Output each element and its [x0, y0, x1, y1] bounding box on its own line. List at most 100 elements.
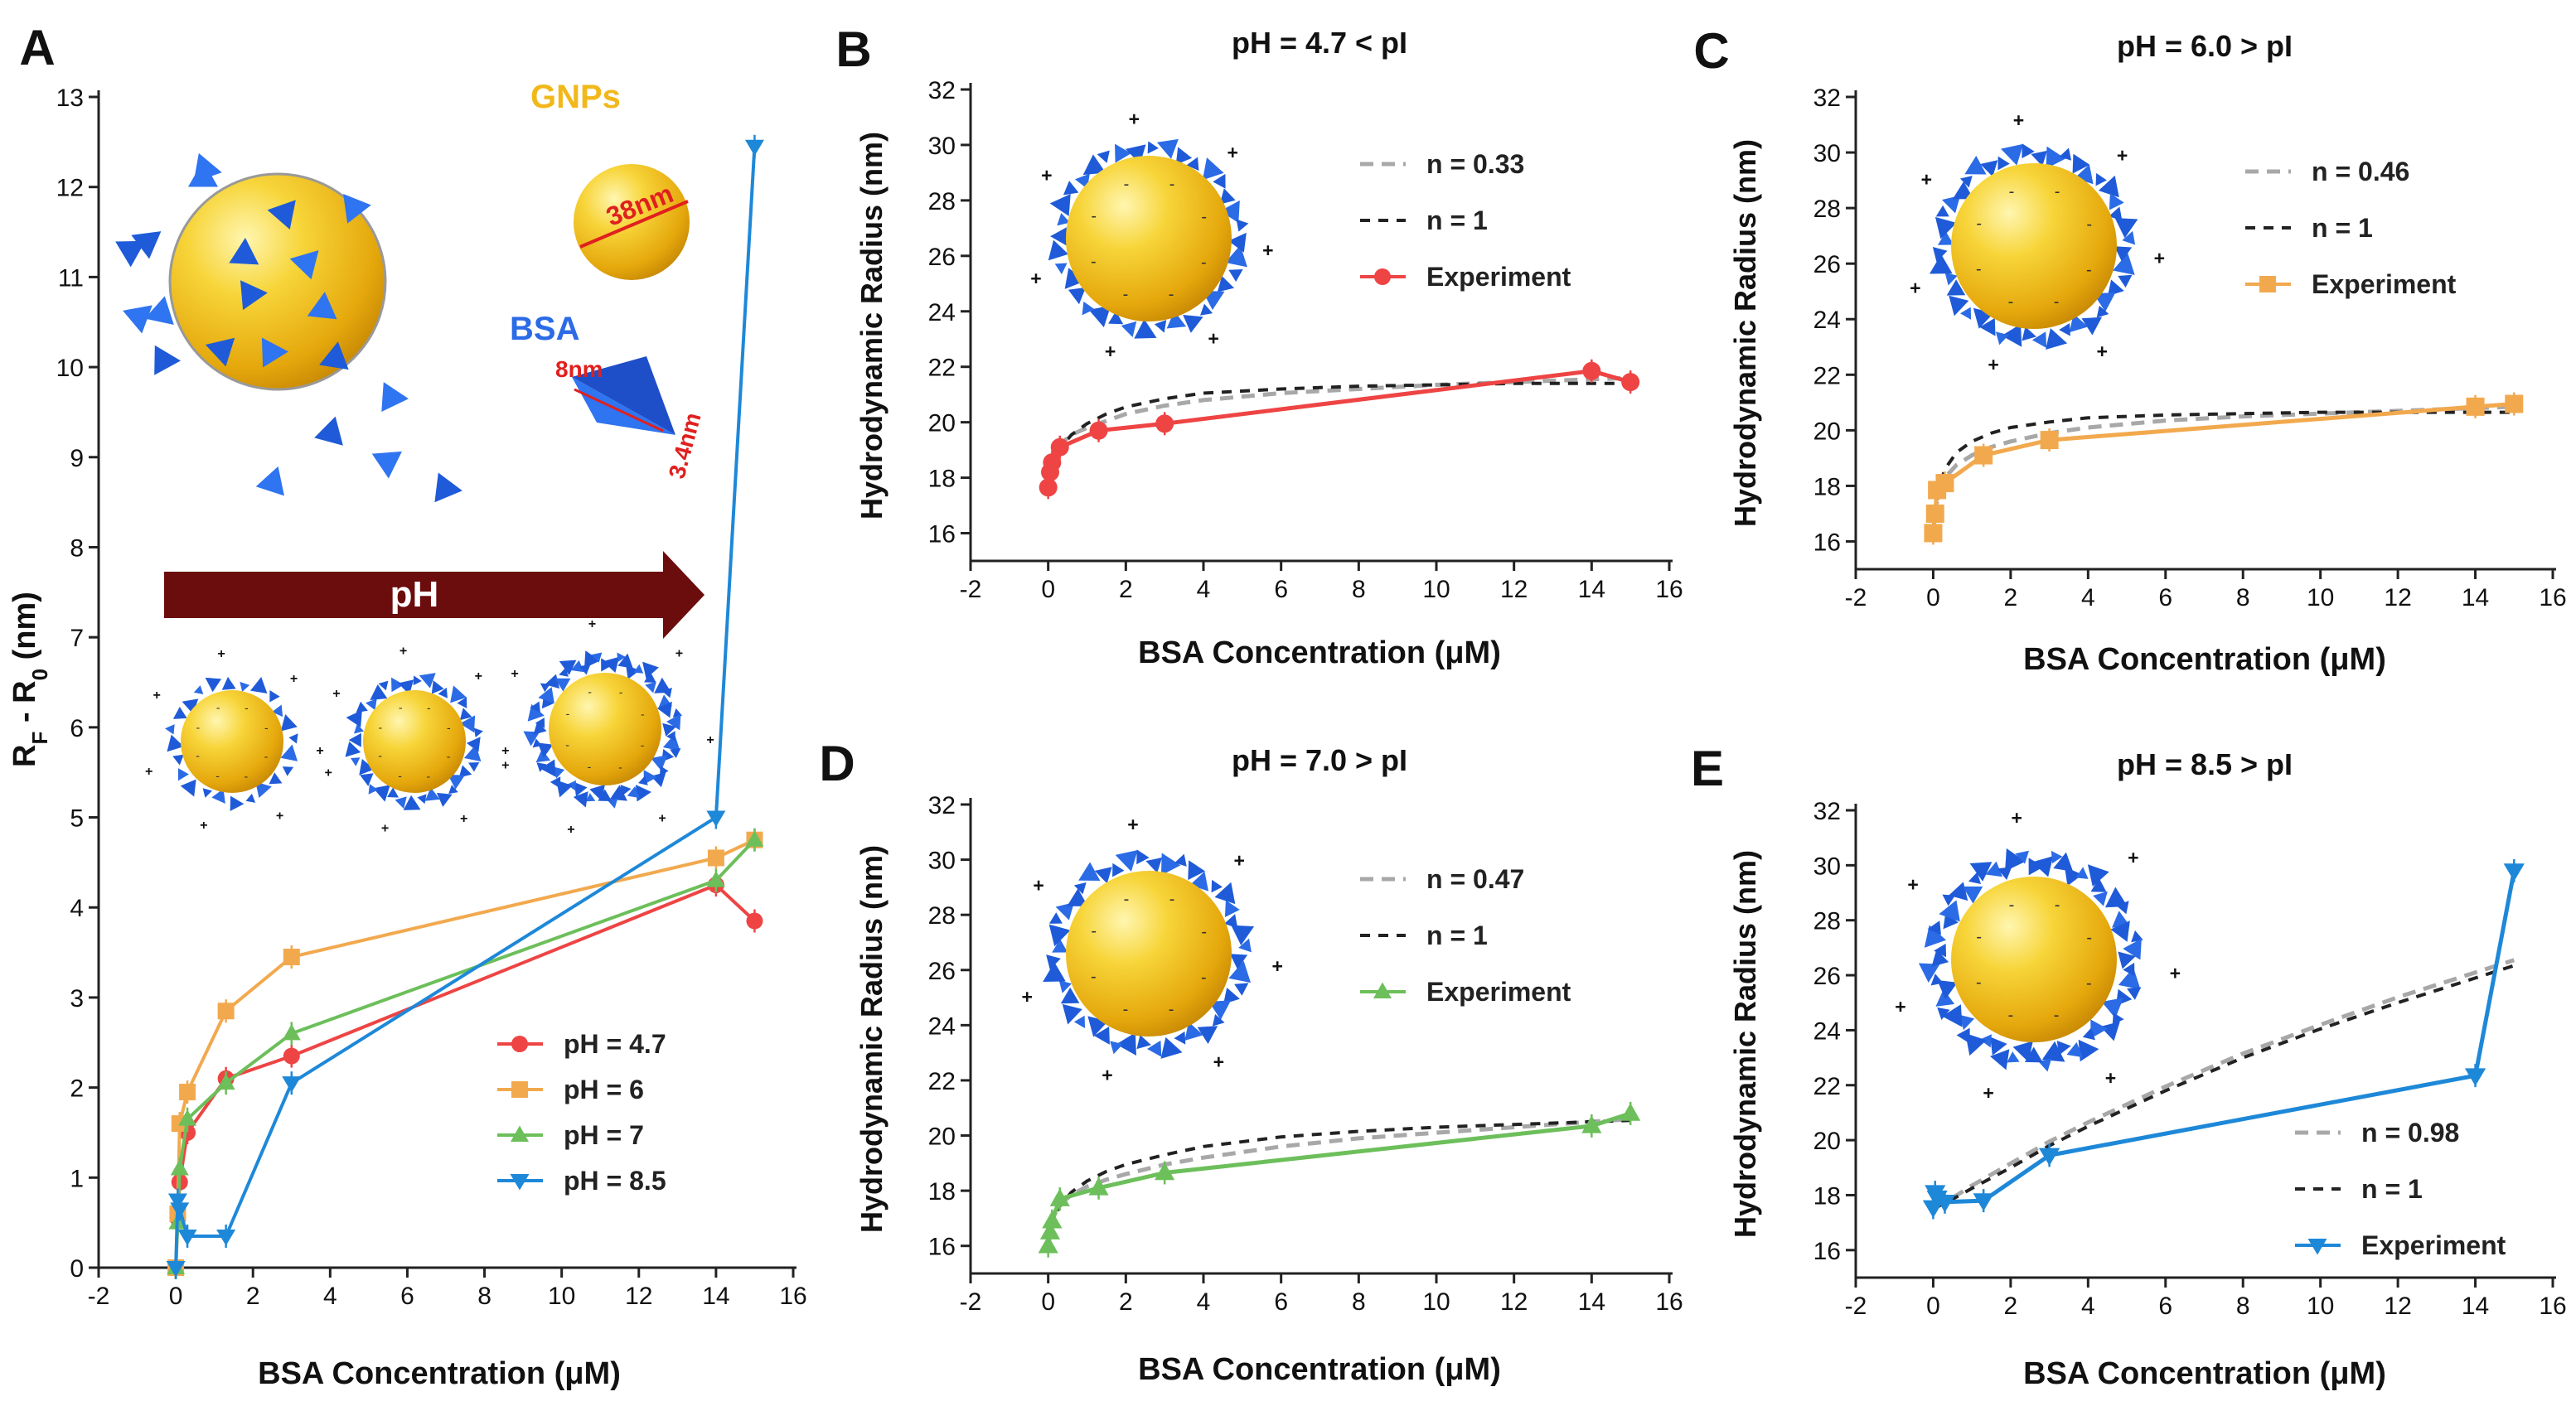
bsa-protein-icon — [589, 784, 605, 801]
x-tick-label: 16 — [2539, 584, 2566, 611]
bsa-protein-icon — [2041, 1041, 2065, 1062]
corona-particle-e: - - - - - - - - + + + + + + + — [1895, 807, 2181, 1104]
x-tick-label: 16 — [2539, 1293, 2566, 1320]
bsa-protein-icon — [1990, 1049, 2010, 1070]
bsa-protein-icon — [1108, 311, 1124, 325]
dimension-arrow — [579, 200, 689, 249]
minus-charge-icon: - — [427, 701, 431, 714]
bsa-protein-icon — [1088, 305, 1111, 328]
x-tick-label: 10 — [548, 1283, 575, 1310]
x-tick-label: 0 — [169, 1283, 183, 1310]
data-point — [1050, 437, 1069, 457]
bsa-protein-icon — [1043, 962, 1066, 982]
bsa-protein-icon — [346, 710, 362, 727]
bsa-protein-icon — [255, 466, 284, 496]
minus-charge-icon: - — [244, 769, 248, 782]
x-tick-label: 2 — [1119, 576, 1133, 603]
bsa-protein-icon — [1941, 195, 1961, 214]
bsa-protein-icon — [1136, 849, 1150, 865]
bsa-protein-icon — [459, 708, 472, 721]
bsa-protein-icon — [2059, 147, 2072, 161]
minus-charge-icon: - — [196, 749, 200, 762]
y-tick-label: 26 — [928, 958, 956, 985]
bsa-protein-icon — [1048, 912, 1063, 924]
plus-charge-icon: + — [2170, 963, 2181, 984]
bsa-protein-icon — [1115, 143, 1131, 163]
bsa-protein-icon — [1995, 331, 2009, 346]
bsa-protein-icon — [654, 677, 671, 693]
bsa-protein-icon — [1166, 311, 1187, 329]
bsa-protein-icon — [1174, 853, 1187, 867]
x-tick-label: 16 — [1655, 1288, 1683, 1316]
bsa-protein-icon — [2046, 146, 2066, 169]
chart-title: pH = 6.0 > pI — [2117, 29, 2293, 63]
y-tick-label: 9 — [70, 445, 84, 472]
bsa-protein-icon — [1082, 301, 1095, 316]
bsa-protein-icon — [617, 653, 633, 669]
legend-label: pH = 7 — [564, 1120, 644, 1150]
bsa-protein-icon — [468, 761, 480, 772]
bsa-protein-icon — [466, 737, 481, 752]
bsa-protein-icon — [2127, 987, 2142, 1000]
bsa-protein-icon — [2078, 1039, 2099, 1062]
y-tick-label: 7 — [70, 625, 84, 652]
y-tick-label: 10 — [56, 355, 84, 382]
bsa-protein-icon — [211, 788, 225, 804]
y-tick-label: 6 — [70, 715, 84, 742]
x-tick-label: 4 — [2081, 584, 2095, 611]
x-tick-label: 8 — [1352, 576, 1366, 603]
x-tick-label: -2 — [960, 1288, 982, 1316]
plus-charge-icon: + — [706, 732, 714, 747]
x-axis-label: BSA Concentration (μM) — [1138, 1352, 1501, 1387]
bsa-protein-icon — [1175, 147, 1193, 165]
bsa-protein-icon — [1110, 1041, 1123, 1055]
plus-charge-icon: + — [2097, 341, 2108, 362]
plus-charge-icon: + — [1234, 850, 1245, 872]
bsa-protein-icon — [1231, 925, 1255, 946]
bsa-protein-icon — [1969, 862, 1993, 882]
y-tick-label: 5 — [70, 805, 84, 833]
legend: n = 0.33 n = 1 Experiment — [1360, 149, 1571, 292]
minus-charge-icon: - — [399, 701, 403, 714]
bsa-protein-icon — [144, 296, 174, 325]
legend-label: pH = 4.7 — [564, 1029, 666, 1059]
x-tick-label: 8 — [477, 1283, 491, 1310]
bsa-protein-icon — [280, 744, 298, 761]
y-tick-label: 28 — [1813, 908, 1841, 935]
plus-charge-icon: + — [2013, 109, 2024, 131]
minus-charge-icon: - — [264, 721, 269, 734]
minus-charge-icon: - — [1169, 891, 1175, 909]
bsa-protein-icon — [579, 664, 591, 675]
bsa-protein-icon — [645, 681, 656, 693]
x-tick-label: 16 — [779, 1283, 806, 1310]
legend-marker — [2307, 1239, 2327, 1255]
bsa-protein-icon — [1057, 213, 1070, 226]
x-tick-label: 6 — [2158, 584, 2172, 611]
bsa-protein-icon — [574, 781, 588, 797]
minus-charge-icon: - — [641, 738, 645, 751]
x-tick-label: 12 — [1500, 1288, 1528, 1316]
minus-charge-icon: - — [566, 707, 570, 720]
bsa-protein-icon — [343, 194, 371, 224]
bsa-protein-icon — [2109, 206, 2123, 221]
ph-arrow-icon — [164, 551, 705, 639]
bsa-protein-icon — [417, 794, 427, 805]
bsa-protein-icon — [666, 731, 675, 742]
bsa-protein-icon — [2090, 1019, 2109, 1039]
x-axis-label: BSA Concentration (μM) — [258, 1356, 621, 1391]
data-point — [283, 1047, 300, 1065]
bsa-protein-icon — [413, 675, 422, 686]
bsa-protein-icon — [2075, 867, 2089, 879]
minus-charge-icon: - — [1976, 260, 1982, 278]
series-0 — [1046, 1117, 1631, 1246]
bsa-protein-icon — [2101, 998, 2123, 1019]
x-tick-label: 8 — [1352, 1288, 1366, 1316]
bsa-protein-icon — [643, 770, 657, 785]
minus-charge-icon: - — [1201, 208, 1207, 226]
bsa-protein-icon — [269, 772, 283, 785]
data-point — [2503, 863, 2525, 882]
bsa-protein-icon — [424, 787, 440, 801]
y-axis-label: Hydrodynamic Radius (nm) — [1728, 850, 1762, 1238]
legend-label: pH = 8.5 — [564, 1166, 666, 1196]
plus-charge-icon: + — [501, 757, 509, 772]
